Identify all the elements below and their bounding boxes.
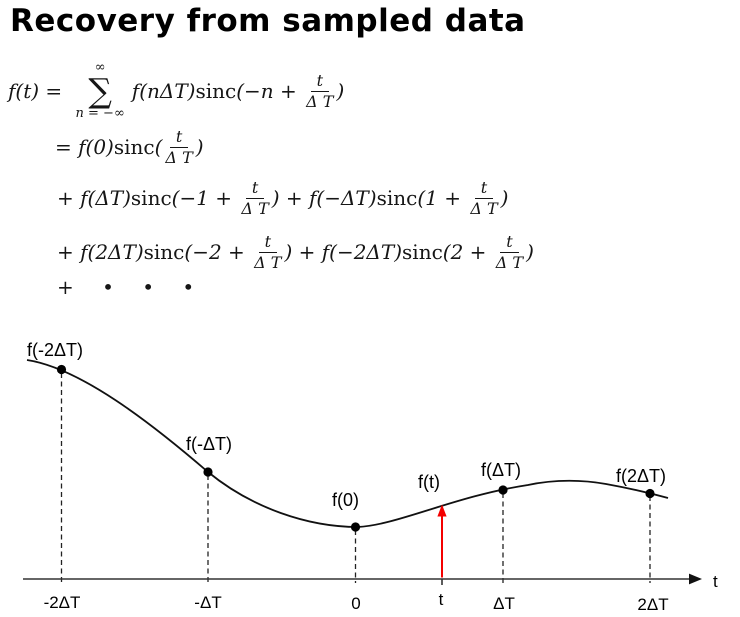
tick-label-plus1dt: ΔT xyxy=(493,594,515,613)
eq4-sinc1: sinc xyxy=(143,240,185,264)
eq4-open1: (−2 + xyxy=(184,240,252,264)
point-label-minus2dt: f(-2ΔT) xyxy=(27,340,83,360)
fraction-denominator: Δ T xyxy=(470,198,498,218)
point-label-minus1dt: f(-ΔT) xyxy=(186,434,232,454)
equation-line-3: + f(ΔT) sinc (−1 + t Δ T ) + f(−ΔT) sinc (1 … xyxy=(57,172,508,224)
sample-point-plus1dt xyxy=(498,485,508,495)
fraction-numerator: t xyxy=(474,178,494,199)
fraction: t Δ T xyxy=(306,71,334,111)
eq1-term: f(nΔT) xyxy=(131,79,196,103)
fraction: t Δ T xyxy=(254,232,282,272)
tick-label-plus2dt: 2ΔT xyxy=(637,595,668,614)
eq2-close: ) xyxy=(195,135,204,159)
tick-label-minus1dt: -ΔT xyxy=(194,593,221,612)
equation-line-1: f(t) = ∞ ∑ n = −∞ f(nΔT) sinc (−n + t Δ T … xyxy=(8,58,344,124)
eq3-mid: ) + f(−ΔT) xyxy=(271,186,377,210)
eq3-sinc2: sinc xyxy=(376,186,418,210)
point-label-zero: f(0) xyxy=(332,490,359,510)
fraction-denominator: Δ T xyxy=(241,198,269,218)
fraction-numerator: t xyxy=(258,232,278,253)
eq2-open: ( xyxy=(154,135,163,159)
tick-label-zero: 0 xyxy=(351,594,360,613)
fraction-numerator: t xyxy=(245,178,265,199)
sample-point-minus1dt xyxy=(203,467,213,477)
fraction-denominator: Δ T xyxy=(254,252,282,272)
fraction-denominator: Δ T xyxy=(165,147,193,167)
sigma-icon: ∑ xyxy=(88,71,112,111)
fraction-numerator: t xyxy=(310,71,330,92)
signal-curve xyxy=(26,359,669,528)
axis-name-label: t xyxy=(713,572,718,591)
eq4-mid: ) + f(−2ΔT) xyxy=(284,240,403,264)
equation-line-2: = f(0) sinc( t Δ T ) xyxy=(55,124,204,170)
fraction: t Δ T xyxy=(165,127,193,167)
fraction-denominator: Δ T xyxy=(306,91,334,111)
eq3-sinc1: sinc xyxy=(130,186,172,210)
tick-label-t: t xyxy=(439,590,444,609)
eq4-term1: + f(2ΔT) xyxy=(57,240,144,264)
eq1-open: (−n + xyxy=(236,79,304,103)
eq1-sinc: sinc xyxy=(195,79,237,103)
point-label-ft: f(t) xyxy=(418,472,440,492)
eq2-sinc: sinc xyxy=(113,135,155,159)
eq3-close: ) xyxy=(500,186,509,210)
sample-point-plus2dt xyxy=(645,488,655,499)
eq3-open1: (−1 + xyxy=(171,186,239,210)
fraction: t Δ T xyxy=(495,232,524,272)
sum-lower-limit: n = −∞ xyxy=(75,105,125,121)
ft-arrowhead-icon xyxy=(437,504,447,517)
sample-point-zero xyxy=(350,522,361,532)
eq4-sinc2: sinc xyxy=(402,240,443,264)
point-label-plus1dt: f(ΔT) xyxy=(481,460,521,480)
fraction: t Δ T xyxy=(241,178,269,218)
fraction-denominator: Δ T xyxy=(495,252,524,272)
eq4-open2: (2 + xyxy=(442,240,493,264)
sum-upper-limit: ∞ xyxy=(94,60,106,76)
sample-point-minus2dt xyxy=(56,364,67,375)
eq4-close: ) xyxy=(526,240,534,264)
point-label-plus2dt: f(2ΔT) xyxy=(616,466,666,486)
ellipsis-dots: + • • • xyxy=(57,275,206,299)
sample-dashed-lines xyxy=(60,373,651,583)
sampling-diagram: f(-2ΔT) f(-ΔT) f(0) f(t) f(ΔT) f(2ΔT) -2… xyxy=(23,340,718,614)
fraction: t Δ T xyxy=(470,178,498,218)
eq3-term1: + f(ΔT) xyxy=(57,186,131,210)
eq1-close: ) xyxy=(336,79,345,103)
fraction-numerator: t xyxy=(169,127,189,148)
eq3-open2: (1 + xyxy=(417,186,468,210)
equation-line-5: + • • • xyxy=(57,272,205,302)
summation-symbol: ∞ ∑ n = −∞ xyxy=(75,60,125,121)
tick-label-minus2dt: -2ΔT xyxy=(44,593,81,612)
axis-arrowhead-icon xyxy=(689,573,702,585)
eq1-lhs: f(t) = xyxy=(8,79,69,103)
equation-line-4: + f(2ΔT) sinc (−2 + t Δ T ) + f(−2ΔT) sinc(… xyxy=(57,226,534,278)
slide-title: Recovery from sampled data xyxy=(10,3,526,39)
eq2-lhs: = f(0) xyxy=(55,135,114,159)
fraction-numerator: t xyxy=(500,232,519,253)
sample-points xyxy=(56,364,655,532)
